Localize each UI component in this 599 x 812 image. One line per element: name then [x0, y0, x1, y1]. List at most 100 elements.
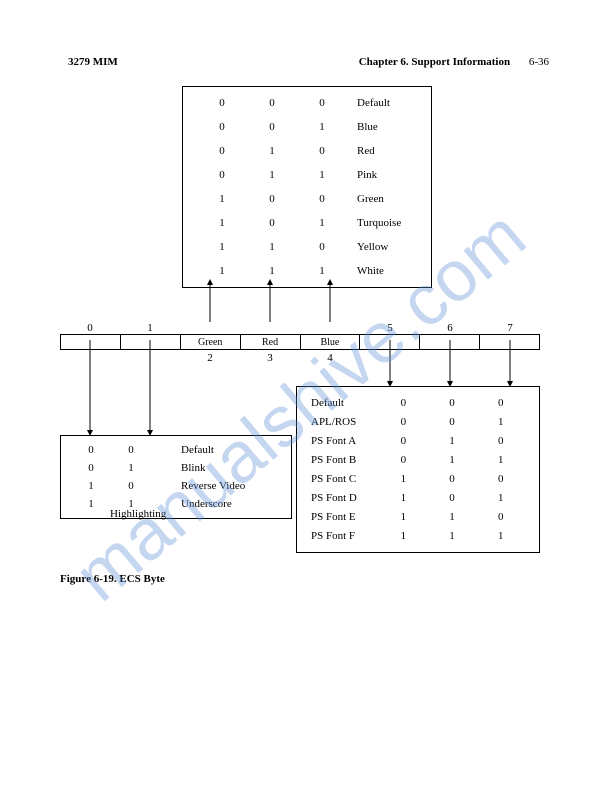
bit-index: 1: [120, 322, 180, 334]
bit: 1: [428, 454, 477, 466]
bit: 1: [197, 265, 247, 277]
doc-title: 3279 MIM: [68, 56, 118, 68]
font-row: PS Font D101: [311, 492, 525, 504]
color-label: Default: [357, 97, 390, 109]
bit: 0: [297, 241, 347, 253]
bit: 1: [379, 530, 428, 542]
highlight-label: Default: [181, 444, 214, 456]
font-row: Default000: [311, 397, 525, 409]
highlight-caption: Highlighting: [110, 508, 166, 520]
bit: 0: [247, 193, 297, 205]
color-label: Yellow: [357, 241, 388, 253]
byte-cell: [61, 335, 121, 349]
color-row: 100Green: [197, 193, 417, 205]
bit: 0: [297, 193, 347, 205]
bit: 0: [197, 145, 247, 157]
bit-index: 7: [480, 322, 540, 334]
bit: 0: [71, 462, 111, 474]
bit: 0: [297, 97, 347, 109]
bit-index: 5: [360, 322, 420, 334]
bit: 1: [476, 492, 525, 504]
bit: 0: [71, 444, 111, 456]
bit: 0: [197, 169, 247, 181]
color-row: 000Default: [197, 97, 417, 109]
bit: 1: [379, 511, 428, 523]
bit: 1: [71, 498, 111, 510]
font-row: PS Font C100: [311, 473, 525, 485]
bit-index: [120, 352, 180, 364]
font-label: APL/ROS: [311, 416, 379, 428]
font-label: PS Font D: [311, 492, 379, 504]
bit: 1: [428, 511, 477, 523]
chapter-label: Chapter 6. Support Information: [359, 56, 510, 68]
bit-index: [180, 322, 240, 334]
bit: 1: [379, 473, 428, 485]
color-table: 000Default001Blue010Red011Pink100Green10…: [182, 86, 432, 288]
page-number: 6-36: [529, 56, 549, 68]
color-label: Blue: [357, 121, 378, 133]
color-row: 011Pink: [197, 169, 417, 181]
font-label: PS Font E: [311, 511, 379, 523]
highlight-table: 00Default01Blink10Reverse Video11Undersc…: [60, 435, 292, 519]
bit-index: 0: [60, 322, 120, 334]
bit: 0: [476, 511, 525, 523]
bit: 0: [247, 121, 297, 133]
font-label: PS Font C: [311, 473, 379, 485]
font-row: PS Font E110: [311, 511, 525, 523]
font-row: APL/ROS001: [311, 416, 525, 428]
bit-index: [60, 352, 120, 364]
bit: 0: [247, 217, 297, 229]
color-row: 110Yellow: [197, 241, 417, 253]
bit: 0: [197, 97, 247, 109]
font-row: PS Font A010: [311, 435, 525, 447]
bit: 1: [197, 217, 247, 229]
bit: 0: [197, 121, 247, 133]
bit: 0: [428, 397, 477, 409]
color-label: White: [357, 265, 384, 277]
bit: 0: [379, 397, 428, 409]
bit: 1: [247, 265, 297, 277]
bit: 0: [379, 454, 428, 466]
bit: 1: [379, 492, 428, 504]
bit: 1: [476, 416, 525, 428]
bit: 0: [247, 97, 297, 109]
bit: 1: [197, 193, 247, 205]
font-label: PS Font B: [311, 454, 379, 466]
bit-index: 3: [240, 352, 300, 364]
font-label: PS Font F: [311, 530, 379, 542]
bit: 1: [247, 145, 297, 157]
bit: 0: [428, 492, 477, 504]
bit: 1: [247, 169, 297, 181]
bit: 0: [476, 397, 525, 409]
bit: 0: [297, 145, 347, 157]
bit: 1: [428, 530, 477, 542]
byte-cell: Red: [241, 335, 301, 349]
bit-index: [300, 322, 360, 334]
bit: 1: [297, 121, 347, 133]
bit: 0: [476, 435, 525, 447]
color-label: Green: [357, 193, 384, 205]
bit: 0: [428, 416, 477, 428]
font-row: PS Font B011: [311, 454, 525, 466]
bit-index: 6: [420, 322, 480, 334]
byte-cell: Blue: [301, 335, 361, 349]
highlight-row: 10Reverse Video: [71, 480, 281, 492]
byte-cell: [360, 335, 420, 349]
bit: 0: [379, 416, 428, 428]
bit: 1: [476, 454, 525, 466]
color-label: Pink: [357, 169, 377, 181]
bit: 1: [247, 241, 297, 253]
byte-cell: [420, 335, 480, 349]
bit: 1: [297, 217, 347, 229]
bit: 1: [71, 480, 111, 492]
bit: 1: [297, 265, 347, 277]
color-row: 010 Red: [197, 145, 417, 157]
highlight-label: Underscore: [181, 498, 232, 510]
bit: 1: [428, 435, 477, 447]
bit: 1: [111, 462, 151, 474]
bit: 1: [197, 241, 247, 253]
color-label: Red: [357, 145, 375, 157]
bit: 1: [297, 169, 347, 181]
bit: 0: [476, 473, 525, 485]
bit: 0: [111, 444, 151, 456]
